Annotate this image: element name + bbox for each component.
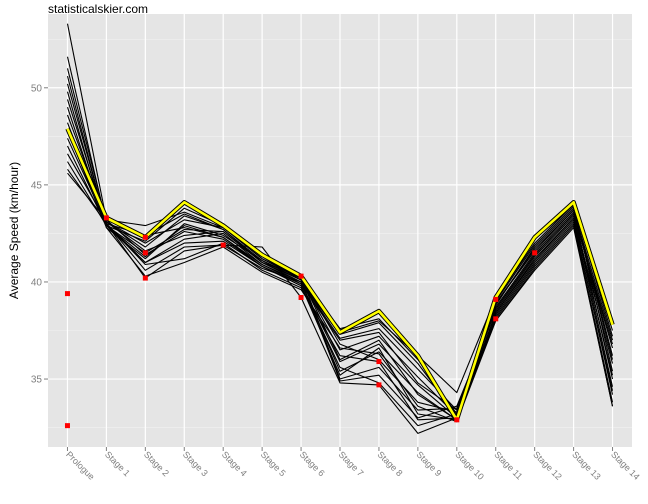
y-tick-label: 35	[31, 375, 43, 386]
series-line	[66, 99, 614, 411]
x-tick-label: Stage 11	[492, 449, 524, 481]
red-point	[142, 234, 148, 240]
red-point	[532, 250, 538, 256]
x-tick-label: Stage 7	[337, 449, 366, 478]
red-point	[493, 296, 499, 302]
y-axis-title: Average Speed (km/hour)	[7, 162, 21, 299]
x-tick-label: Stage 4	[220, 449, 249, 478]
y-tick-label: 40	[31, 277, 43, 288]
x-tick-labels: Prologue Stage 1 Stage 2 Stage 3 Stage 4 Stag…	[64, 447, 642, 482]
x-tick-label: Stage 14	[609, 449, 642, 482]
red-point	[64, 291, 70, 297]
points-layer	[64, 215, 538, 429]
red-point	[142, 275, 148, 281]
highlight-layer	[65, 127, 615, 423]
highlight-line	[66, 128, 614, 422]
series-line	[66, 122, 614, 421]
x-tick-label: Stage 13	[570, 449, 603, 482]
red-point	[376, 382, 382, 388]
series-line	[67, 153, 614, 421]
x-tick-label: Stage 12	[531, 449, 564, 482]
y-tick-labels: 35 40 45 50	[31, 83, 48, 386]
site-label: statisticalskier.com	[48, 2, 149, 16]
series-line	[66, 138, 614, 411]
y-tick-label: 50	[31, 83, 43, 94]
y-tick-label: 45	[31, 180, 43, 191]
series-line	[66, 107, 614, 419]
red-point	[103, 215, 109, 221]
x-tick-label: Stage 8	[376, 449, 405, 478]
series-line	[67, 161, 614, 421]
series-line	[66, 130, 614, 423]
series-line	[67, 168, 614, 434]
red-point	[298, 273, 304, 279]
x-tick-label: Stage 6	[298, 449, 327, 478]
x-tick-label: Stage 2	[142, 449, 171, 478]
x-tick-label: Stage 1	[103, 449, 132, 478]
x-tick-label: Stage 5	[259, 449, 288, 478]
red-point	[493, 316, 499, 322]
x-tick-label: Stage 3	[181, 449, 210, 478]
x-tick-label: Stage 10	[453, 449, 486, 482]
red-point	[376, 359, 382, 365]
red-point	[298, 294, 304, 300]
red-point	[142, 250, 148, 256]
series-line	[66, 56, 614, 411]
red-point	[220, 242, 226, 248]
x-tick-label: Prologue	[64, 449, 97, 482]
x-tick-label: Stage 9	[414, 449, 443, 478]
red-point	[454, 417, 460, 423]
red-point	[64, 423, 70, 429]
